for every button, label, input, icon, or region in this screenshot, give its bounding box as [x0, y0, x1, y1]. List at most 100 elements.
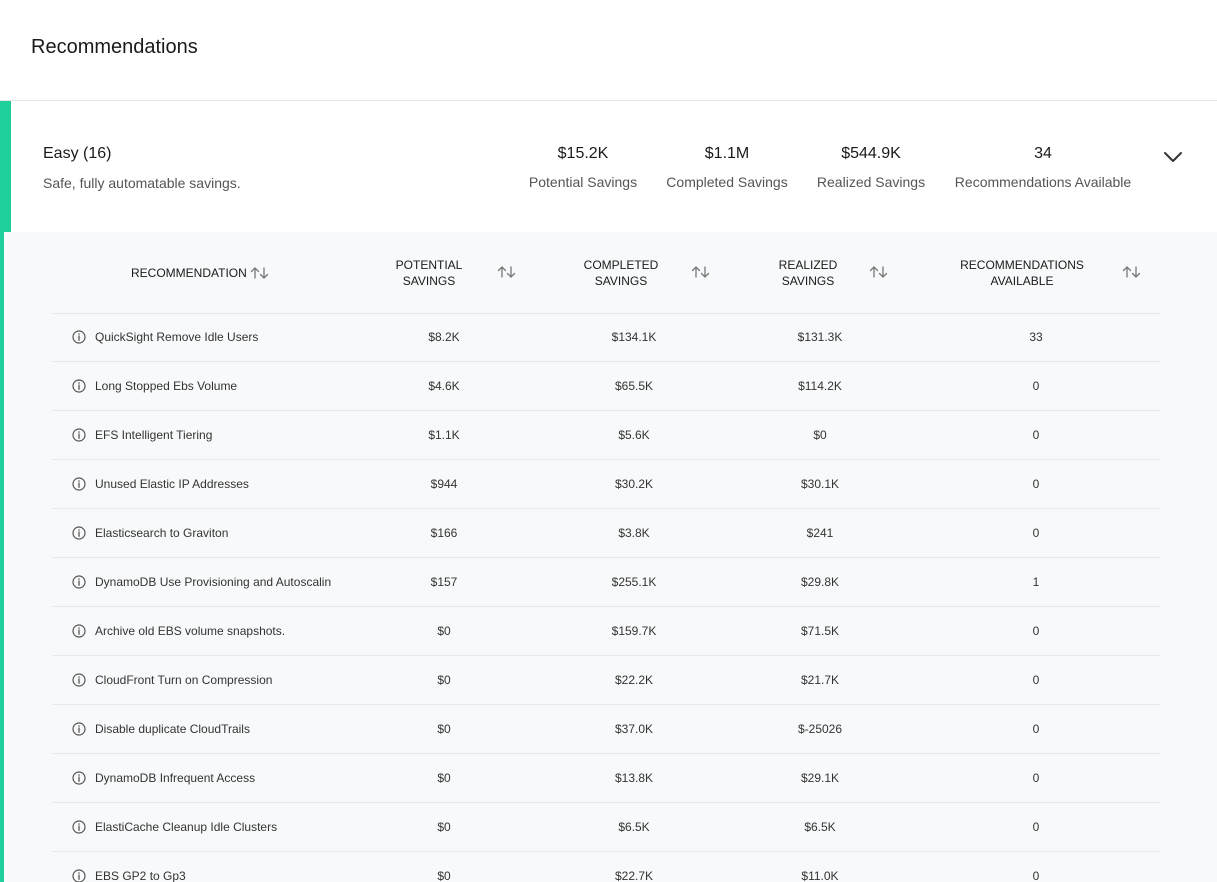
potential-savings-value: $0 [437, 771, 451, 785]
page-header: Recommendations [0, 0, 1217, 101]
info-icon[interactable] [72, 722, 86, 736]
table-row[interactable]: Elasticsearch to Graviton $166 $3.8K $241 0 [52, 509, 1160, 558]
potential-savings-value: $166 [430, 526, 458, 540]
realized-savings-value: $241 [806, 526, 834, 540]
info-icon[interactable] [72, 820, 86, 834]
column-header-recommendations-available[interactable]: RECOMMENDATIONS AVAILABLE [954, 232, 1090, 313]
stat-realized-savings: $544.9K Realized Savings [817, 145, 925, 190]
completed-savings-value: $30.2K [614, 477, 654, 491]
info-icon[interactable] [72, 575, 86, 589]
table-row[interactable]: QuickSight Remove Idle Users $8.2K $134.1K… [52, 313, 1160, 362]
stat-value: $15.2K [557, 145, 609, 162]
table-row[interactable]: DynamoDB Use Provisioning and Autoscalin… [52, 558, 1160, 607]
realized-savings-value: $114.2K [798, 379, 842, 393]
info-icon[interactable] [72, 330, 86, 344]
recommendations-available-value: 1 [1032, 575, 1040, 589]
stat-label: Recommendations Available [954, 174, 1132, 190]
info-icon[interactable] [72, 526, 86, 540]
recommendations-available-value: 0 [1032, 820, 1040, 834]
recommendations-available-value: 0 [1032, 673, 1040, 687]
completed-savings-value: $65.5K [614, 379, 654, 393]
column-header-realized-savings[interactable]: REALIZED SAVINGS [771, 232, 845, 313]
completed-savings-value: $6.5K [618, 820, 650, 834]
recommendation-name: DynamoDB Use Provisioning and Autoscalin [95, 575, 332, 589]
realized-savings-value: $30.1K [800, 477, 840, 491]
completed-savings-value: $3.8K [618, 526, 650, 540]
completed-savings-value: $134.1K [611, 330, 657, 344]
chevron-down-icon[interactable] [1161, 145, 1185, 169]
recommendations-available-value: 0 [1032, 477, 1040, 491]
completed-savings-value: $255.1K [611, 575, 657, 589]
group-name: Easy (16) [43, 145, 112, 162]
recommendations-available-value: 33 [1029, 330, 1043, 344]
info-icon[interactable] [72, 428, 86, 442]
table-row[interactable]: Unused Elastic IP Addresses $944 $30.2K $30… [52, 460, 1160, 509]
recommendation-group-easy: Easy (16) Safe, fully automatable saving… [0, 101, 1217, 882]
info-icon[interactable] [72, 673, 86, 687]
stat-value: $544.9K [841, 145, 901, 162]
sort-arrows-icon[interactable] [868, 265, 890, 279]
info-icon[interactable] [72, 771, 86, 785]
column-header-label: RECOMMENDATIONS AVAILABLE [960, 257, 1084, 288]
completed-savings-value: $13.8K [614, 771, 654, 785]
recommendations-table: RECOMMENDATION POTENTIAL SAVINGS COMPLET… [4, 232, 1217, 882]
stat-recommendations-available: 34 Recommendations Available [955, 145, 1131, 190]
sort-arrows-icon[interactable] [249, 266, 271, 280]
recommendation-name: CloudFront Turn on Compression [95, 673, 273, 687]
stat-value: $1.1M [704, 145, 750, 162]
table-row[interactable]: ElastiCache Cleanup Idle Clusters $0 $6.5K… [52, 803, 1160, 852]
realized-savings-value: $0 [813, 428, 827, 442]
group-summary[interactable]: Easy (16) Safe, fully automatable saving… [11, 101, 1217, 232]
info-icon[interactable] [72, 477, 86, 491]
recommendation-name: Elasticsearch to Graviton [95, 526, 229, 540]
group-description: Safe, fully automatable savings. [43, 175, 241, 191]
table-row[interactable]: Disable duplicate CloudTrails $0 $37.0K $-2… [52, 705, 1160, 754]
sort-arrows-icon[interactable] [496, 265, 518, 279]
table-row[interactable]: DynamoDB Infrequent Access $0 $13.8K $29.1K… [52, 754, 1160, 803]
info-icon[interactable] [72, 869, 86, 882]
column-header-completed-savings[interactable]: COMPLETED SAVINGS [579, 232, 663, 313]
potential-savings-value: $944 [430, 477, 458, 491]
realized-savings-value: $21.7K [800, 673, 840, 687]
table-row[interactable]: CloudFront Turn on Compression $0 $22.2K $2… [52, 656, 1160, 705]
recommendations-available-value: 0 [1032, 624, 1040, 638]
table-row[interactable]: Archive old EBS volume snapshots. $0 $159.… [52, 607, 1160, 656]
recommendation-name: EBS GP2 to Gp3 [95, 869, 186, 882]
realized-savings-value: $-25026 [797, 722, 843, 736]
table-row[interactable]: EFS Intelligent Tiering $1.1K $5.6K $0 0 [52, 411, 1160, 460]
realized-savings-value: $71.5K [800, 624, 840, 638]
column-header-label: POTENTIAL SAVINGS [395, 257, 463, 288]
potential-savings-value: $157 [430, 575, 458, 589]
realized-savings-value: $11.0K [801, 869, 839, 882]
potential-savings-value: $1.1K [428, 428, 460, 442]
column-header-potential-savings[interactable]: POTENTIAL SAVINGS [389, 232, 469, 313]
info-icon[interactable] [72, 624, 86, 638]
realized-savings-value: $29.8K [800, 575, 840, 589]
stat-label: Potential Savings [528, 174, 638, 190]
table-row[interactable]: Long Stopped Ebs Volume $4.6K $65.5K $114.2… [52, 362, 1160, 411]
potential-savings-value: $0 [437, 673, 451, 687]
sort-arrows-icon[interactable] [1121, 265, 1143, 279]
recommendations-available-value: 0 [1032, 869, 1040, 882]
completed-savings-value: $159.7K [611, 624, 657, 638]
completed-savings-value: $37.0K [614, 722, 654, 736]
group-accent-bar [0, 101, 11, 232]
group-accent-bar-extension [0, 232, 4, 882]
recommendation-name: Disable duplicate CloudTrails [95, 722, 250, 736]
table-row[interactable]: EBS GP2 to Gp3 $0 $22.7K $11.0K 0 [52, 852, 1160, 882]
potential-savings-value: $0 [437, 624, 451, 638]
recommendation-name: EFS Intelligent Tiering [95, 428, 213, 442]
stat-label: Completed Savings [666, 174, 788, 190]
column-header-recommendation[interactable]: RECOMMENDATION [131, 232, 271, 313]
info-icon[interactable] [72, 379, 86, 393]
completed-savings-value: $22.7K [614, 869, 654, 882]
stat-potential-savings: $15.2K Potential Savings [529, 145, 637, 190]
sort-arrows-icon[interactable] [690, 265, 712, 279]
recommendations-available-value: 0 [1032, 428, 1040, 442]
recommendations-available-value: 0 [1032, 526, 1040, 540]
potential-savings-value: $4.6K [428, 379, 460, 393]
potential-savings-value: $0 [437, 722, 451, 736]
recommendations-available-value: 0 [1032, 722, 1040, 736]
realized-savings-value: $29.1K [800, 771, 840, 785]
recommendations-available-value: 0 [1032, 379, 1040, 393]
